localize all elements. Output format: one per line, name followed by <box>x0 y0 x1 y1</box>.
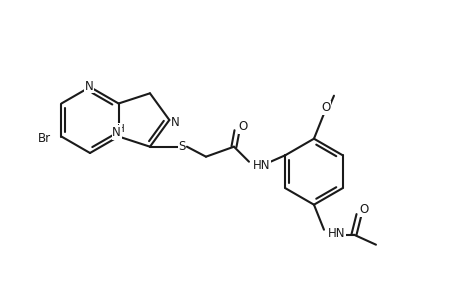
Text: H: H <box>117 124 124 134</box>
Text: O: O <box>238 120 247 133</box>
Text: O: O <box>358 203 368 216</box>
Text: N: N <box>171 116 180 128</box>
Text: HN: HN <box>327 227 345 240</box>
Text: Br: Br <box>38 132 51 145</box>
Text: N: N <box>84 80 93 92</box>
Text: N: N <box>112 126 121 139</box>
Text: HN: HN <box>252 159 270 172</box>
Text: O: O <box>321 101 330 114</box>
Text: S: S <box>178 140 185 153</box>
